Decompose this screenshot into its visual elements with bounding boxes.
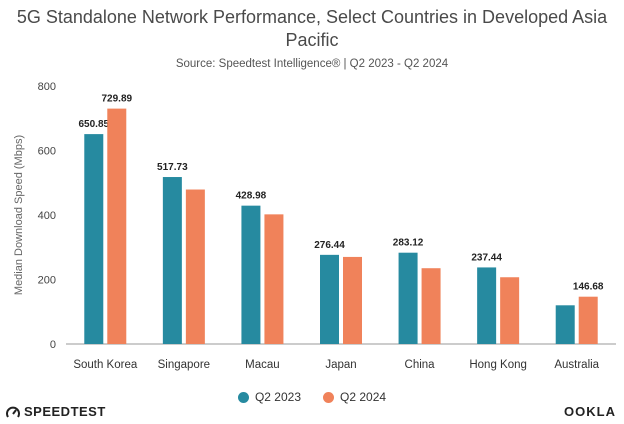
x-tick-label-singapore: Singapore <box>158 359 210 371</box>
legend-item-q2-2023: Q2 2023 <box>237 390 301 404</box>
bar-south-korea-q2-2024 <box>107 108 127 344</box>
x-tick-label-japan: Japan <box>325 359 356 371</box>
data-label-south-korea-q2-2024: 729.89 <box>101 94 132 105</box>
y-axis-label: Median Download Speed (Mbps) <box>13 135 25 295</box>
bar-chart: 0 200 400 600 800 Median Download Speed (Mbps… <box>13 81 616 371</box>
y-tick-label-0: 0 <box>50 339 56 351</box>
bar-australia-q2-2024 <box>578 296 598 344</box>
data-label-japan-q2-2023: 276.44 <box>314 240 345 251</box>
bar-japan-q2-2024 <box>343 256 362 344</box>
x-tick-label-australia: Australia <box>554 359 599 371</box>
bar-singapore-q2-2023 <box>162 177 182 344</box>
speedtest-logo: SPEEDTEST <box>6 404 106 419</box>
data-label-china-q2-2023: 283.12 <box>393 238 424 249</box>
legend: Q2 2023 Q2 2024 <box>0 390 624 404</box>
bar-hong-kong-q2-2023 <box>477 267 497 344</box>
legend-label-q2-2024: Q2 2024 <box>340 390 387 404</box>
x-tick-label-hong-kong: Hong Kong <box>469 359 527 371</box>
legend-swatch-q2-2024 <box>323 391 334 403</box>
bar-japan-q2-2023 <box>320 254 339 344</box>
y-tick-label-800: 800 <box>38 81 56 93</box>
speedometer-icon <box>6 406 20 418</box>
speedtest-wordmark: SPEEDTEST <box>24 404 106 419</box>
chart-title: 5G Standalone Network Performance, Selec… <box>16 7 608 50</box>
y-tick-label-400: 400 <box>38 210 56 222</box>
x-tick-label-south-korea: South Korea <box>73 359 138 371</box>
y-tick-label-200: 200 <box>38 275 56 287</box>
data-label-hong-kong-q2-2023: 237.44 <box>471 252 502 263</box>
data-label-south-korea-q2-2023: 650.85 <box>78 119 109 130</box>
bar-china-q2-2024 <box>421 268 441 344</box>
data-label-singapore-q2-2023: 517.73 <box>157 162 188 173</box>
data-label-australia-q2-2024: 146.68 <box>573 282 604 293</box>
legend-swatch-q2-2023 <box>237 391 249 403</box>
bar-south-korea-q2-2023 <box>84 134 104 344</box>
x-tick-label-macau: Macau <box>245 359 280 371</box>
legend-label-q2-2023: Q2 2023 <box>254 390 301 404</box>
ookla-logo: OOKLA <box>564 404 616 419</box>
bar-singapore-q2-2024 <box>185 189 205 344</box>
chart-subtitle: Source: Speedtest Intelligence® | Q2 202… <box>175 58 449 70</box>
bar-china-q2-2023 <box>398 252 418 344</box>
y-tick-label-600: 600 <box>38 146 56 158</box>
bar-macau-q2-2023 <box>241 205 261 344</box>
x-tick-label-china: China <box>405 359 436 371</box>
bar-hong-kong-q2-2024 <box>500 277 520 344</box>
legend-item-q2-2024: Q2 2024 <box>323 390 386 404</box>
bar-australia-q2-2023 <box>555 305 575 344</box>
bar-macau-q2-2024 <box>264 214 284 344</box>
data-label-macau-q2-2023: 428.98 <box>236 191 267 202</box>
